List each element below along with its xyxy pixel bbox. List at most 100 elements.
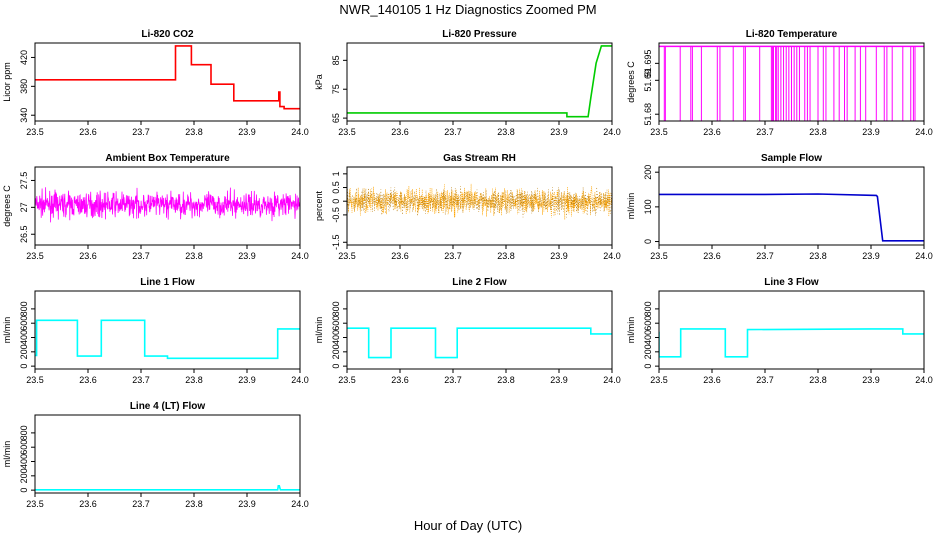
y-tick-label: 51.68 bbox=[643, 103, 653, 126]
x-tick-label: 23.5 bbox=[650, 251, 668, 261]
series-points bbox=[347, 186, 612, 218]
data-layer bbox=[659, 45, 924, 121]
y-tick-label: 27 bbox=[19, 202, 29, 212]
x-tick-label: 23.8 bbox=[809, 375, 827, 385]
data-layer bbox=[35, 319, 300, 360]
y-tick-label: 0.5 bbox=[331, 181, 341, 194]
series-line bbox=[347, 45, 612, 118]
plot-frame bbox=[34, 290, 301, 370]
x-tick-label: 23.8 bbox=[809, 127, 827, 137]
y-tick-label: 65 bbox=[331, 113, 341, 123]
panel-10: Line 4 (LT) Flow ml/min 23.5 23.6 23.7 23.8 23… bbox=[2, 401, 309, 509]
y-tick-label: 51.69 bbox=[643, 69, 653, 92]
data-layer bbox=[35, 484, 300, 491]
series-line bbox=[347, 327, 612, 359]
y-tick-label: 0 bbox=[19, 364, 29, 369]
series-line bbox=[659, 328, 924, 358]
x-tick-label: 23.6 bbox=[79, 499, 97, 509]
data-layer bbox=[35, 45, 300, 110]
x-tick-label: 24.0 bbox=[291, 251, 309, 261]
x-tick-label: 23.7 bbox=[132, 251, 150, 261]
y-tick-label: 800 bbox=[643, 301, 653, 316]
x-tick-label: 23.9 bbox=[238, 375, 256, 385]
panel-4: Ambient Box Temperature degrees C 23.5 23.6… bbox=[2, 153, 309, 261]
y-tick-label: 0 bbox=[331, 199, 341, 204]
series-line bbox=[35, 187, 300, 223]
y-axis-label: degrees C bbox=[626, 61, 636, 103]
y-tick-label: 85 bbox=[331, 55, 341, 65]
x-tick-label: 23.7 bbox=[444, 375, 462, 385]
series-line bbox=[659, 193, 924, 242]
y-tick-label: 400 bbox=[19, 330, 29, 345]
y-axis-label: percent bbox=[314, 190, 324, 221]
y-tick-label: -0.5 bbox=[331, 207, 341, 223]
x-tick-label: 23.9 bbox=[550, 375, 568, 385]
data-layer bbox=[347, 327, 612, 359]
x-tick-label: 23.9 bbox=[238, 127, 256, 137]
x-tick-label: 23.5 bbox=[26, 127, 44, 137]
panel-8: Line 2 Flow ml/min 23.5 23.6 23.7 23.8 23.9 24.… bbox=[314, 277, 621, 385]
y-tick-label: 200 bbox=[331, 344, 341, 359]
panel-1: Li-820 CO2 Licor ppm 23.5 23.6 23.7 23.8 23.9 2… bbox=[2, 29, 309, 137]
data-layer bbox=[347, 45, 612, 118]
y-tick-label: -1.5 bbox=[331, 235, 341, 251]
y-tick-label: 340 bbox=[19, 108, 29, 123]
y-tick-label: 800 bbox=[19, 425, 29, 440]
panel-2: Li-820 Pressure kPa 23.5 23.6 23.7 23.8 23.9 24… bbox=[314, 29, 621, 137]
y-tick-label: 0 bbox=[643, 364, 653, 369]
x-tick-label: 23.5 bbox=[26, 499, 44, 509]
y-tick-label: 26.5 bbox=[19, 225, 29, 243]
x-tick-label: 23.9 bbox=[862, 251, 880, 261]
y-tick-label: 75 bbox=[331, 84, 341, 94]
series-line bbox=[35, 45, 300, 110]
y-tick-label: 800 bbox=[19, 301, 29, 316]
x-tick-label: 23.7 bbox=[132, 375, 150, 385]
y-tick-label: 420 bbox=[19, 50, 29, 65]
x-tick-label: 23.6 bbox=[703, 127, 721, 137]
x-tick-label: 23.6 bbox=[79, 375, 97, 385]
y-tick-label: 200 bbox=[643, 165, 653, 180]
panel-title: Line 2 Flow bbox=[452, 277, 507, 288]
y-tick-label: 27.5 bbox=[19, 172, 29, 190]
series-line bbox=[35, 319, 300, 360]
y-tick-label: 600 bbox=[643, 316, 653, 331]
y-axis-label: ml/min bbox=[2, 317, 12, 344]
x-tick-label: 24.0 bbox=[291, 499, 309, 509]
x-tick-label: 23.7 bbox=[756, 251, 774, 261]
x-tick-label: 23.9 bbox=[862, 375, 880, 385]
x-tick-label: 23.6 bbox=[703, 251, 721, 261]
data-layer bbox=[347, 183, 612, 220]
x-tick-label: 23.7 bbox=[444, 251, 462, 261]
x-tick-label: 23.8 bbox=[185, 251, 203, 261]
x-tick-label: 23.8 bbox=[497, 375, 515, 385]
y-tick-label: 200 bbox=[643, 344, 653, 359]
plot-frame bbox=[346, 166, 613, 246]
x-tick-label: 23.9 bbox=[862, 127, 880, 137]
x-tick-label: 23.5 bbox=[26, 375, 44, 385]
y-tick-label: 1 bbox=[331, 171, 341, 176]
y-tick-label: 400 bbox=[19, 454, 29, 469]
panel-title: Li-820 Pressure bbox=[442, 29, 517, 40]
y-axis-label: degrees C bbox=[2, 185, 12, 227]
x-tick-label: 23.8 bbox=[185, 375, 203, 385]
y-tick-label: 51.695 bbox=[643, 50, 653, 78]
plot-frame bbox=[34, 42, 301, 122]
x-tick-label: 23.7 bbox=[132, 127, 150, 137]
x-tick-label: 23.6 bbox=[79, 251, 97, 261]
y-tick-label: 400 bbox=[643, 330, 653, 345]
x-axis-label: Hour of Day (UTC) bbox=[413, 518, 523, 533]
panel-7: Line 1 Flow ml/min 23.5 23.6 23.7 23.8 23.9 24.… bbox=[2, 277, 309, 385]
x-tick-label: 23.5 bbox=[338, 251, 356, 261]
x-tick-label: 23.9 bbox=[238, 251, 256, 261]
data-layer bbox=[35, 187, 300, 223]
y-tick-label: 600 bbox=[19, 316, 29, 331]
x-tick-label: 23.7 bbox=[132, 499, 150, 509]
x-tick-label: 23.5 bbox=[650, 127, 668, 137]
y-axis-label: ml/min bbox=[314, 317, 324, 344]
x-tick-label: 24.0 bbox=[915, 127, 933, 137]
panel-title: Li-820 CO2 bbox=[141, 29, 194, 40]
x-tick-label: 24.0 bbox=[291, 375, 309, 385]
y-axis-label: ml/min bbox=[626, 317, 636, 344]
plot-frame bbox=[658, 166, 925, 246]
y-tick-label: 0 bbox=[19, 488, 29, 493]
